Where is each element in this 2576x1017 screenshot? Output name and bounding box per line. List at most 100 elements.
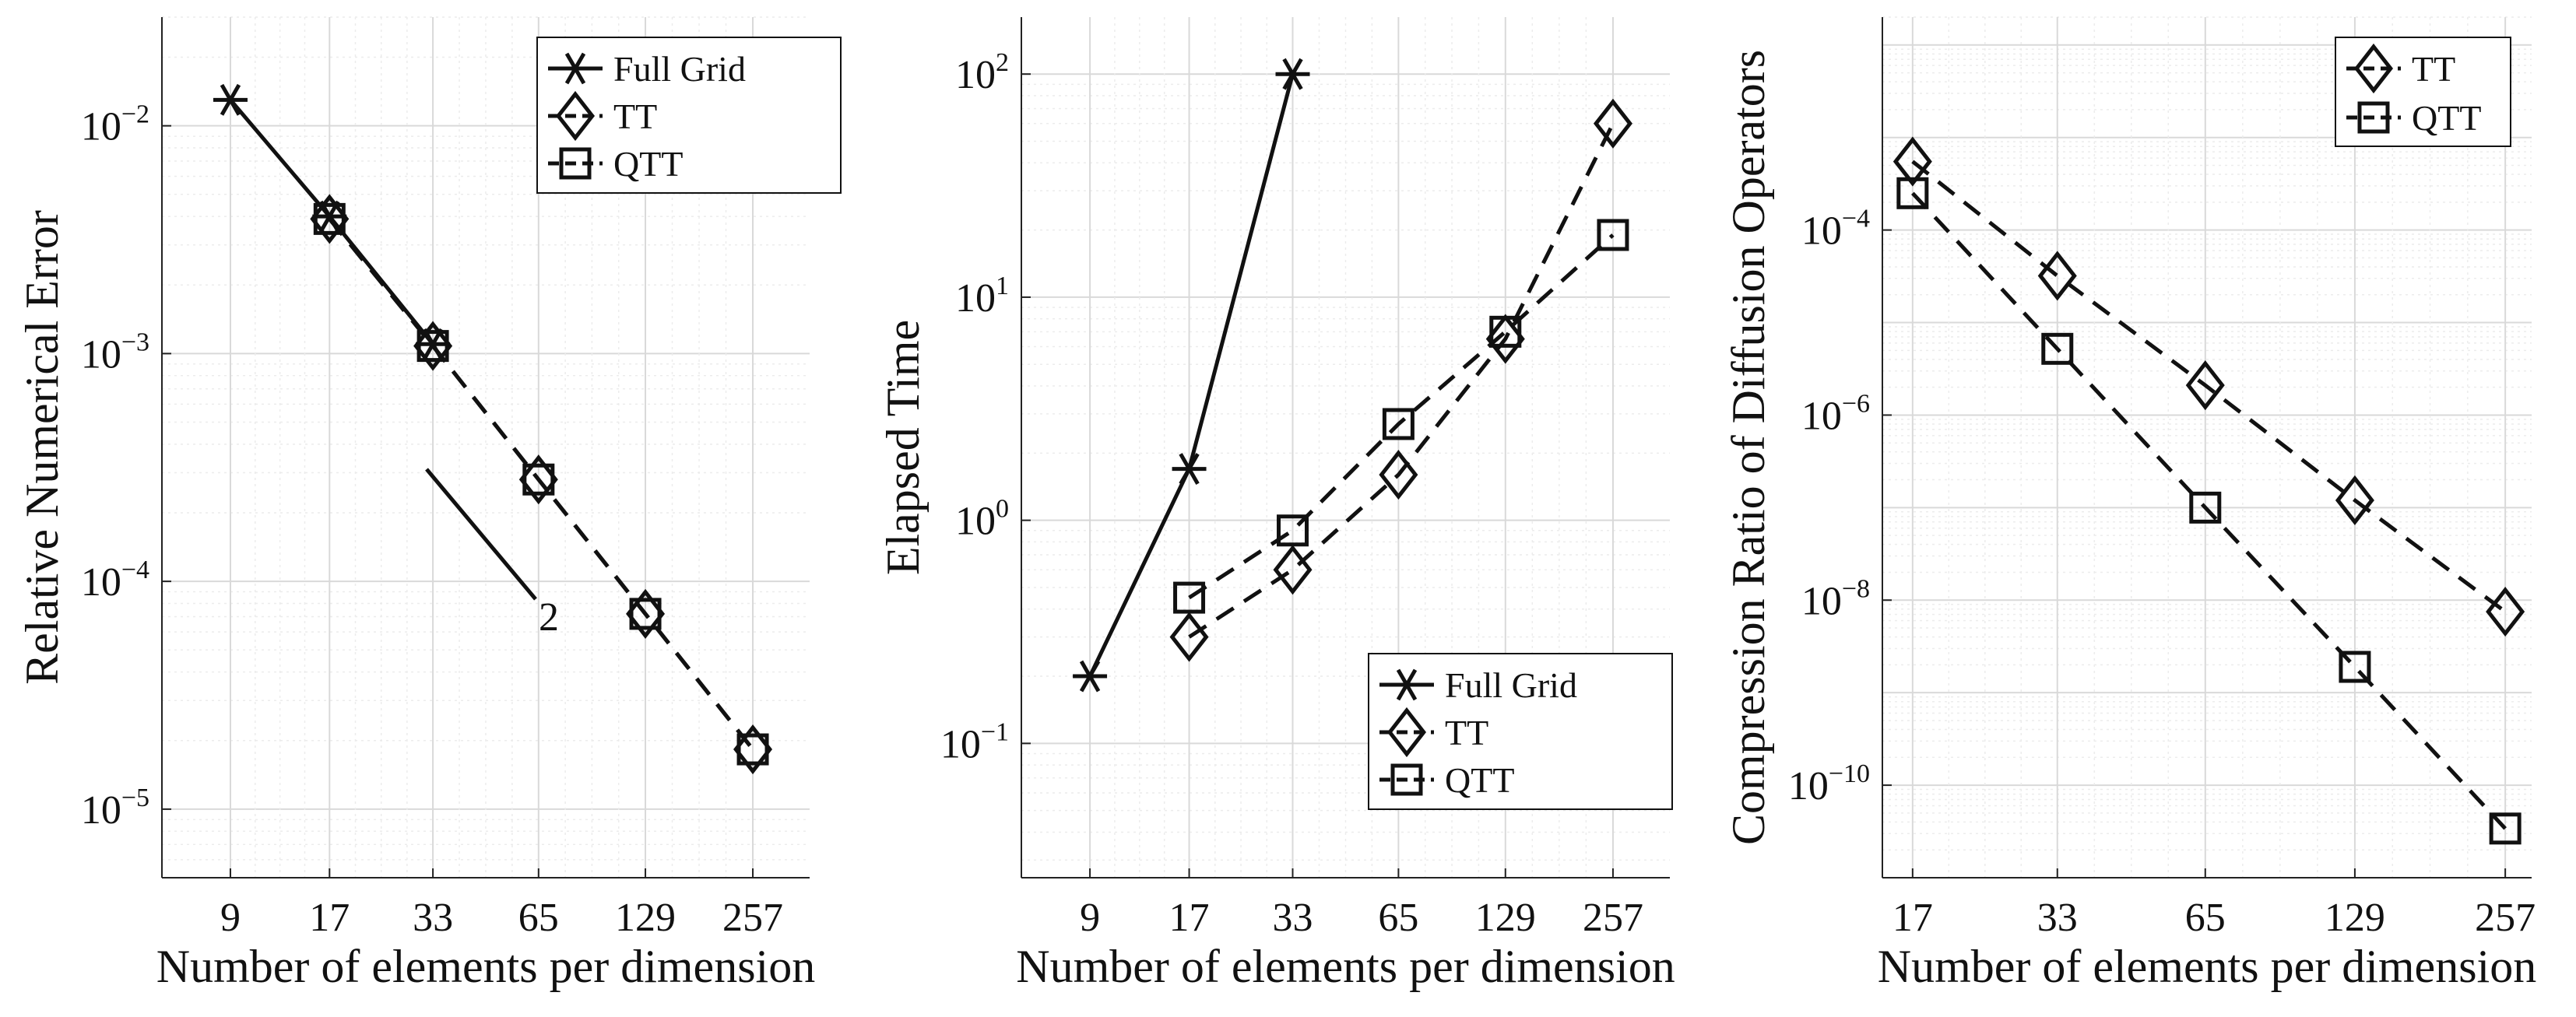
data-point-square xyxy=(522,463,555,496)
legend-label: TT xyxy=(2412,49,2455,89)
legend-item: QTT xyxy=(1379,760,1514,800)
series-line xyxy=(1911,191,2507,830)
series-line xyxy=(1188,233,1615,600)
series-qtt xyxy=(1896,177,2522,845)
legend-item: TT xyxy=(1379,707,1488,758)
x-tick-label: 17 xyxy=(1892,896,1933,940)
asterisk-stroke xyxy=(1079,660,1101,693)
legend-box xyxy=(2335,37,2511,147)
legend-marker-square xyxy=(2357,101,2390,134)
x-tick-label: 257 xyxy=(722,896,783,940)
asterisk-stroke xyxy=(564,52,586,85)
slope-line xyxy=(425,468,537,601)
legend-label: QTT xyxy=(613,144,683,184)
x-tick-label: 129 xyxy=(2325,896,2385,940)
x-tick-label: 129 xyxy=(615,896,676,940)
legend-label: TT xyxy=(1445,713,1488,752)
data-point-square xyxy=(1489,315,1522,348)
data-point-diamond xyxy=(310,194,350,244)
legend-marker-diamond xyxy=(2353,43,2394,94)
legend-label: Full Grid xyxy=(613,49,746,89)
data-point-diamond xyxy=(1485,314,1525,364)
legend-marker-square xyxy=(1390,763,1423,796)
legend-marker-asterisk xyxy=(1390,668,1424,701)
x-tick-label: 65 xyxy=(2185,896,2226,940)
x-tick-label: 257 xyxy=(2475,896,2536,940)
grid xyxy=(162,16,810,878)
x-axis-label: Number of elements per dimension xyxy=(156,941,815,992)
legend-item: TT xyxy=(548,90,657,142)
series-line xyxy=(1188,122,1615,639)
data-point-square xyxy=(2489,812,2522,845)
data-point-square xyxy=(629,598,662,630)
series-tt xyxy=(1169,98,1632,662)
legend-label: QTT xyxy=(1445,760,1514,800)
data-point-diamond xyxy=(2335,475,2374,526)
data-point-square xyxy=(1896,177,1929,209)
data-point-square xyxy=(2041,332,2074,365)
asterisk-stroke xyxy=(1396,668,1418,701)
x-tick-label: 257 xyxy=(1583,896,1643,940)
legend-item: QTT xyxy=(2346,98,2481,138)
y-tick-label: 102 xyxy=(955,48,1009,97)
series-qtt xyxy=(1173,219,1629,614)
slope-annotation: 2 xyxy=(425,468,559,640)
data-point-diamond xyxy=(1379,450,1418,500)
legend: Full Grid TT QTT xyxy=(536,37,842,194)
data-point-diamond xyxy=(2037,251,2077,301)
data-point-square xyxy=(2339,651,2371,683)
data-point-asterisk xyxy=(1073,660,1108,693)
y-tick-label: 10−4 xyxy=(81,556,149,605)
x-tick-label: 17 xyxy=(1169,896,1210,940)
x-tick-label: 129 xyxy=(1475,896,1536,940)
data-point-square xyxy=(313,202,346,235)
data-point-diamond xyxy=(1273,545,1313,595)
x-tick-label: 33 xyxy=(1273,896,1313,940)
legend-marker-diamond xyxy=(1386,707,1427,758)
x-tick-label: 33 xyxy=(2037,896,2078,940)
data-point-square xyxy=(1382,408,1415,440)
x-tick-label: 9 xyxy=(220,896,241,940)
legend-marker-diamond xyxy=(555,90,596,142)
data-point-diamond xyxy=(1593,98,1632,149)
legend: Full Grid TT QTT xyxy=(1368,653,1673,810)
data-point-diamond xyxy=(2185,360,2225,411)
data-point-asterisk xyxy=(1172,453,1207,485)
series-line xyxy=(1911,160,2507,614)
legend-item: TT xyxy=(2346,43,2455,94)
data-point-diamond xyxy=(413,321,453,371)
series-full-grid xyxy=(1073,58,1310,693)
legend-item: Full Grid xyxy=(1379,665,1577,705)
grid xyxy=(1882,16,2532,878)
slope-label: 2 xyxy=(539,595,559,640)
x-tick-label: 17 xyxy=(309,896,350,940)
legend-marker-asterisk xyxy=(558,52,592,85)
data-point-asterisk xyxy=(213,83,248,116)
series-line xyxy=(328,217,754,751)
legend-marker-square xyxy=(559,147,592,180)
data-point-square xyxy=(1597,219,1629,251)
data-point-diamond xyxy=(1169,612,1209,662)
data-point-asterisk xyxy=(1275,58,1310,90)
asterisk-stroke xyxy=(1179,453,1200,485)
y-tick-label: 10−3 xyxy=(81,328,149,377)
data-point-square xyxy=(1277,514,1309,547)
asterisk-stroke xyxy=(220,83,241,116)
data-point-diamond xyxy=(1892,136,1932,187)
data-point-square xyxy=(416,330,449,363)
y-tick-label: 10−6 xyxy=(1801,389,1870,438)
data-point-diamond xyxy=(626,588,666,639)
series-qtt xyxy=(313,202,769,766)
x-axis-label: Number of elements per dimension xyxy=(1016,941,1675,992)
y-axis-label: Relative Numerical Error xyxy=(16,210,68,685)
x-tick-label: 33 xyxy=(413,896,453,940)
grid xyxy=(1021,17,1670,878)
legend-item: Full Grid xyxy=(548,49,746,89)
data-point-diamond xyxy=(518,454,558,505)
y-axis-label: Elapsed Time xyxy=(877,320,929,575)
